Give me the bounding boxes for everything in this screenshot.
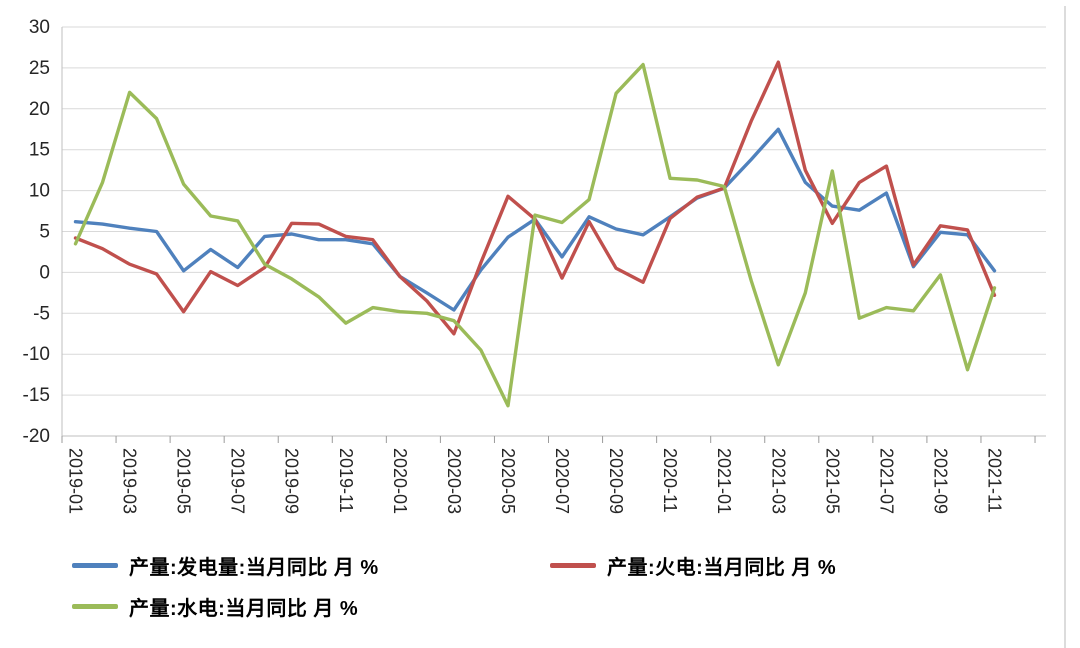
legend-label-hydro: 产量:水电:当月同比 月 % [129, 598, 359, 620]
x-axis-label: 2020-01 [390, 448, 410, 514]
legend-label-generation: 产量:发电量:当月同比 月 % [129, 557, 379, 579]
y-axis-label: -15 [23, 385, 50, 406]
legend-item-thermal[interactable]: 产量:火电:当月同比 月 % [550, 551, 1028, 580]
x-axis-label: 2019-09 [282, 448, 302, 514]
legend-swatch-hydro-icon [72, 604, 118, 609]
x-axis-label: 2019-03 [120, 448, 140, 514]
y-axis-label: 5 [39, 222, 50, 243]
chart-legend: 产量:发电量:当月同比 月 % 产量:火电:当月同比 月 % 产量:水电:当月同… [72, 551, 1052, 633]
x-axis-label: 2019-07 [228, 448, 248, 514]
y-axis-label: 15 [29, 140, 50, 161]
y-axis-label: 10 [29, 181, 50, 202]
y-axis-label: -20 [23, 426, 50, 447]
x-axis-label: 2021-05 [822, 448, 842, 514]
x-axis-label: 2020-03 [444, 448, 464, 514]
window-edge-divider [1064, 6, 1066, 648]
legend-item-generation[interactable]: 产量:发电量:当月同比 月 % [72, 551, 550, 580]
y-axis-label: 30 [29, 17, 50, 38]
y-axis-label: -10 [23, 344, 50, 365]
x-axis-label: 2021-01 [714, 448, 734, 514]
y-axis-label: 20 [29, 99, 50, 120]
x-axis-label: 2019-01 [66, 448, 86, 514]
legend-item-hydro[interactable]: 产量:水电:当月同比 月 % [72, 592, 550, 621]
legend-swatch-thermal-icon [550, 563, 596, 568]
series-line-1 [73, 60, 997, 336]
x-axis-label: 2019-11 [336, 448, 356, 513]
x-axis-label: 2019-05 [174, 448, 194, 514]
legend-label-thermal: 产量:火电:当月同比 月 % [607, 557, 837, 579]
x-axis-label: 2021-11 [984, 448, 1004, 513]
line-chart-canvas: 30 25 20 15 10 5 0 -5 -10 -15 -20 2019-01 2019-03 201… [23, 17, 1046, 514]
x-axis-label: 2020-11 [660, 448, 680, 513]
y-axis-label: 25 [29, 58, 50, 79]
x-axis-label: 2020-09 [606, 448, 626, 514]
x-axis-label: 2020-05 [498, 448, 518, 514]
legend-swatch-generation-icon [72, 563, 118, 568]
y-axis-label: -5 [33, 303, 50, 324]
x-axis-label: 2021-07 [876, 448, 896, 514]
x-axis-label: 2021-03 [768, 448, 788, 514]
series-line-2 [73, 62, 997, 408]
x-axis-label: 2020-07 [552, 448, 572, 514]
line-chart: 30 25 20 15 10 5 0 -5 -10 -15 -20 2019-01 2019-03 201… [23, 17, 1046, 514]
x-axis-label: 2021-09 [930, 448, 950, 514]
y-axis-label: 0 [39, 262, 50, 283]
